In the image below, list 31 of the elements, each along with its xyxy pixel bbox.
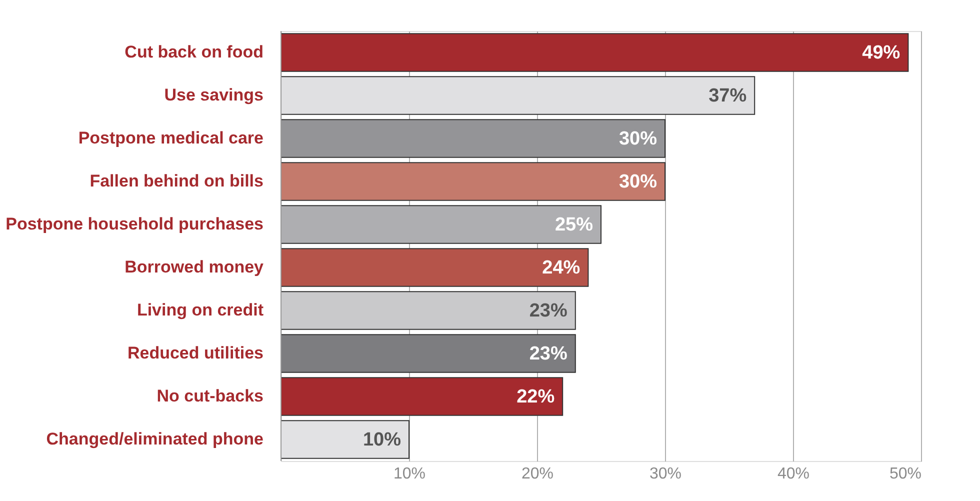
y-tick-label: Reduced utilities [127, 344, 264, 362]
data-label: 24% [542, 258, 580, 278]
y-tick-label: Borrowed money [124, 258, 264, 276]
data-label: 37% [708, 86, 747, 106]
x-tick-label: 10% [393, 466, 426, 482]
y-tick-label: No cut-backs [156, 386, 264, 406]
data-label: 30% [618, 128, 658, 150]
x-tick-label: 20% [521, 466, 554, 482]
y-tick-label: Use savings [164, 86, 264, 104]
data-label: 23% [529, 344, 568, 364]
y-tick-label: Changed/eliminated phone [46, 430, 264, 448]
data-label: 30% [618, 172, 658, 192]
y-tick-label: Postpone household purchases [6, 214, 264, 234]
bar [280, 334, 576, 373]
bar [280, 291, 576, 330]
bar [280, 33, 909, 72]
data-label: 25% [554, 214, 594, 236]
x-tick-label: 40% [777, 466, 810, 482]
bar [280, 377, 564, 416]
x-tick-label: 50% [889, 466, 922, 482]
bar [280, 248, 589, 287]
y-tick-label: Fallen behind on bills [90, 172, 264, 190]
bar [280, 162, 666, 201]
y-tick-label: Postpone medical care [78, 128, 264, 148]
x-tick-label: 30% [649, 466, 682, 482]
y-tick-label: Living on credit [136, 300, 264, 320]
data-label: 22% [516, 386, 555, 408]
data-label: 23% [529, 300, 568, 322]
y-tick-label: Cut back on food [124, 42, 264, 62]
data-label: 10% [362, 430, 402, 450]
data-label: 49% [862, 42, 900, 64]
